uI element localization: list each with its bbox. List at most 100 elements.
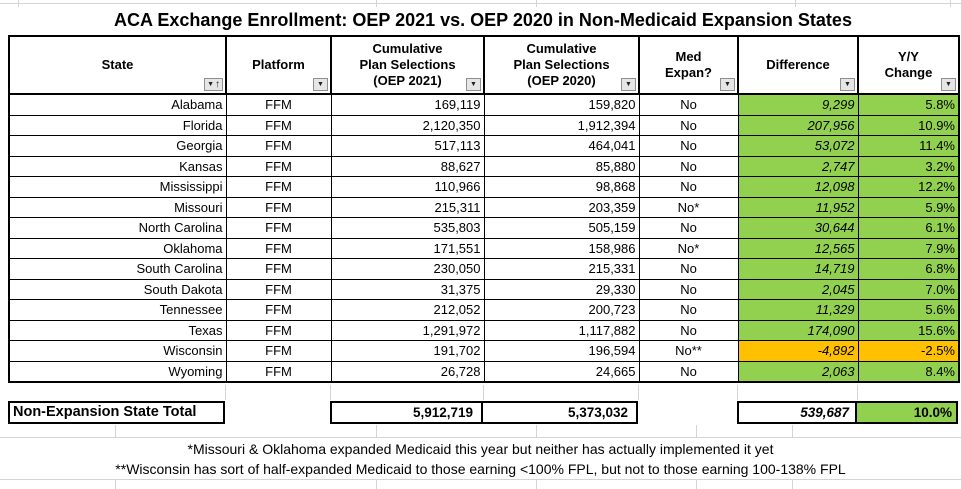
cell-oep2020[interactable]: 1,912,394 bbox=[483, 114, 640, 136]
cell-oep2021[interactable]: 88,627 bbox=[330, 155, 485, 177]
cell-yy-change[interactable]: 3.2% bbox=[857, 155, 960, 177]
cell-oep2020[interactable]: 98,868 bbox=[483, 176, 640, 198]
cell-med-expan[interactable]: No** bbox=[638, 340, 739, 362]
total-difference[interactable]: 539,687 bbox=[739, 403, 857, 422]
cell-med-expan[interactable]: No bbox=[638, 114, 739, 136]
cell-platform[interactable]: FFM bbox=[225, 135, 332, 157]
cell-oep2020[interactable]: 159,820 bbox=[483, 93, 640, 116]
cell-platform[interactable]: FFM bbox=[225, 237, 332, 259]
cell-yy-change[interactable]: 6.8% bbox=[857, 258, 960, 280]
cell-oep2021[interactable]: 1,291,972 bbox=[330, 319, 485, 341]
cell-state[interactable]: Texas bbox=[8, 319, 227, 341]
cell-platform[interactable]: FFM bbox=[225, 278, 332, 300]
column-header-oep2020[interactable]: Cumulative Plan Selections (OEP 2020) ▼ bbox=[483, 35, 640, 95]
cell-difference[interactable]: 2,045 bbox=[737, 278, 859, 300]
cell-oep2020[interactable]: 85,880 bbox=[483, 155, 640, 177]
cell-state[interactable]: North Carolina bbox=[8, 217, 227, 239]
cell-yy-change[interactable]: 15.6% bbox=[857, 319, 960, 341]
cell-state[interactable]: Alabama bbox=[8, 93, 227, 116]
filter-dropdown-icon[interactable]: ▼ bbox=[621, 78, 636, 91]
column-header-oep2021[interactable]: Cumulative Plan Selections (OEP 2021) ▼ bbox=[330, 35, 485, 95]
cell-platform[interactable]: FFM bbox=[225, 217, 332, 239]
cell-yy-change[interactable]: 6.1% bbox=[857, 217, 960, 239]
cell-yy-change[interactable]: 7.0% bbox=[857, 278, 960, 300]
cell-platform[interactable]: FFM bbox=[225, 93, 332, 116]
cell-platform[interactable]: FFM bbox=[225, 155, 332, 177]
cell-oep2020[interactable]: 196,594 bbox=[483, 340, 640, 362]
cell-difference[interactable]: 2,063 bbox=[737, 360, 859, 383]
cell-med-expan[interactable]: No bbox=[638, 176, 739, 198]
cell-oep2021[interactable]: 230,050 bbox=[330, 258, 485, 280]
column-header-difference[interactable]: Difference ▼ bbox=[737, 35, 859, 95]
cell-med-expan[interactable]: No bbox=[638, 93, 739, 116]
total-yy-change[interactable]: 10.0% bbox=[857, 403, 956, 422]
cell-yy-change[interactable]: 8.4% bbox=[857, 360, 960, 383]
cell-oep2021[interactable]: 191,702 bbox=[330, 340, 485, 362]
cell-difference[interactable]: 53,072 bbox=[737, 135, 859, 157]
cell-yy-change[interactable]: 7.9% bbox=[857, 237, 960, 259]
cell-difference[interactable]: 9,299 bbox=[737, 93, 859, 116]
cell-state[interactable]: Georgia bbox=[8, 135, 227, 157]
cell-oep2021[interactable]: 26,728 bbox=[330, 360, 485, 383]
total-oep2020[interactable]: 5,373,032 bbox=[567, 405, 628, 420]
cell-difference[interactable]: 12,565 bbox=[737, 237, 859, 259]
cell-med-expan[interactable]: No bbox=[638, 135, 739, 157]
cell-oep2021[interactable]: 169,119 bbox=[330, 93, 485, 116]
cell-oep2021[interactable]: 2,120,350 bbox=[330, 114, 485, 136]
cell-yy-change[interactable]: 5.8% bbox=[857, 93, 960, 116]
cell-med-expan[interactable]: No bbox=[638, 299, 739, 321]
cell-oep2020[interactable]: 505,159 bbox=[483, 217, 640, 239]
cell-yy-change[interactable]: 5.9% bbox=[857, 196, 960, 218]
cell-oep2020[interactable]: 464,041 bbox=[483, 135, 640, 157]
cell-yy-change[interactable]: 12.2% bbox=[857, 176, 960, 198]
cell-oep2021[interactable]: 535,803 bbox=[330, 217, 485, 239]
cell-platform[interactable]: FFM bbox=[225, 258, 332, 280]
filter-dropdown-icon[interactable]: ▼ bbox=[720, 78, 735, 91]
filter-dropdown-icon[interactable]: ▼ bbox=[313, 78, 328, 91]
cell-state[interactable]: Tennessee bbox=[8, 299, 227, 321]
cell-platform[interactable]: FFM bbox=[225, 176, 332, 198]
cell-state[interactable]: Florida bbox=[8, 114, 227, 136]
cell-med-expan[interactable]: No bbox=[638, 278, 739, 300]
cell-platform[interactable]: FFM bbox=[225, 196, 332, 218]
cell-oep2021[interactable]: 215,311 bbox=[330, 196, 485, 218]
cell-difference[interactable]: 174,090 bbox=[737, 319, 859, 341]
cell-yy-change[interactable]: 10.9% bbox=[857, 114, 960, 136]
cell-difference[interactable]: 2,747 bbox=[737, 155, 859, 177]
column-header-state[interactable]: State ▼ ↑ bbox=[8, 35, 227, 95]
filter-dropdown-icon[interactable]: ▼ bbox=[840, 78, 855, 91]
cell-oep2021[interactable]: 110,966 bbox=[330, 176, 485, 198]
cell-med-expan[interactable]: No* bbox=[638, 237, 739, 259]
cell-platform[interactable]: FFM bbox=[225, 114, 332, 136]
cell-oep2020[interactable]: 215,331 bbox=[483, 258, 640, 280]
cell-yy-change[interactable]: -2.5% bbox=[857, 340, 960, 362]
cell-med-expan[interactable]: No bbox=[638, 217, 739, 239]
cell-state[interactable]: Missouri bbox=[8, 196, 227, 218]
cell-oep2021[interactable]: 171,551 bbox=[330, 237, 485, 259]
cell-difference[interactable]: 14,719 bbox=[737, 258, 859, 280]
cell-oep2021[interactable]: 517,113 bbox=[330, 135, 485, 157]
cell-difference[interactable]: 207,956 bbox=[737, 114, 859, 136]
cell-state[interactable]: Oklahoma bbox=[8, 237, 227, 259]
cell-difference[interactable]: 11,952 bbox=[737, 196, 859, 218]
filter-dropdown-icon[interactable]: ▼ bbox=[941, 78, 956, 91]
cell-oep2020[interactable]: 24,665 bbox=[483, 360, 640, 383]
cell-platform[interactable]: FFM bbox=[225, 340, 332, 362]
cell-oep2020[interactable]: 203,359 bbox=[483, 196, 640, 218]
filter-dropdown-icon[interactable]: ▼ bbox=[466, 78, 481, 91]
column-header-platform[interactable]: Platform ▼ bbox=[225, 35, 332, 95]
cell-oep2020[interactable]: 200,723 bbox=[483, 299, 640, 321]
cell-med-expan[interactable]: No bbox=[638, 319, 739, 341]
cell-difference[interactable]: 12,098 bbox=[737, 176, 859, 198]
cell-difference[interactable]: -4,892 bbox=[737, 340, 859, 362]
cell-oep2020[interactable]: 1,117,882 bbox=[483, 319, 640, 341]
cell-med-expan[interactable]: No bbox=[638, 155, 739, 177]
cell-state[interactable]: Wyoming bbox=[8, 360, 227, 383]
column-header-yy-change[interactable]: Y/Y Change ▼ bbox=[857, 35, 960, 95]
cell-oep2021[interactable]: 31,375 bbox=[330, 278, 485, 300]
cell-difference[interactable]: 30,644 bbox=[737, 217, 859, 239]
cell-platform[interactable]: FFM bbox=[225, 319, 332, 341]
cell-state[interactable]: South Carolina bbox=[8, 258, 227, 280]
cell-med-expan[interactable]: No bbox=[638, 258, 739, 280]
cell-yy-change[interactable]: 5.6% bbox=[857, 299, 960, 321]
